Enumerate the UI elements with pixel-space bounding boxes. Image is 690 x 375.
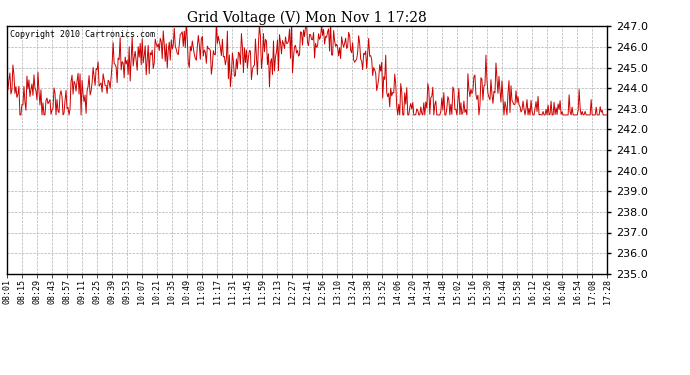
Title: Grid Voltage (V) Mon Nov 1 17:28: Grid Voltage (V) Mon Nov 1 17:28 [187, 11, 427, 25]
Text: Copyright 2010 Cartronics.com: Copyright 2010 Cartronics.com [10, 30, 155, 39]
